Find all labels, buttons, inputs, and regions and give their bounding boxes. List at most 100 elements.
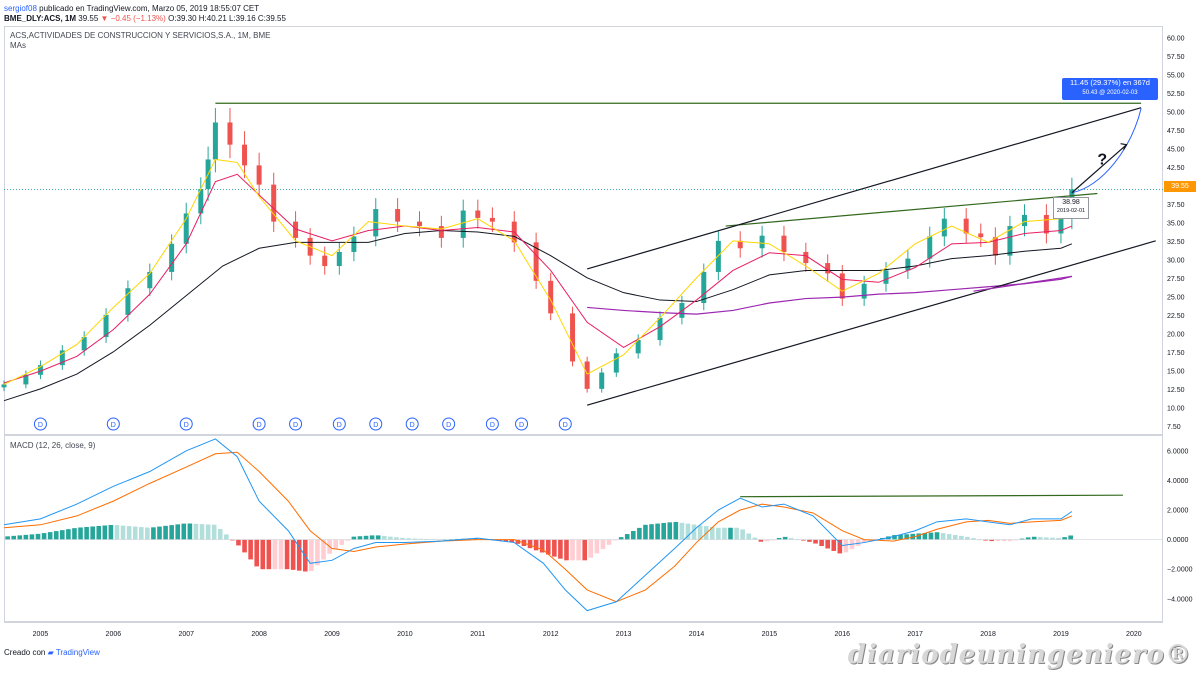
author-link[interactable]: sergiof08 [4,4,37,13]
macd-histogram-bar [138,527,144,540]
macd-histogram-bar [23,534,29,540]
macd-histogram-bar [716,527,721,540]
macd-histogram-bar [922,533,928,540]
dividend-label: D [446,422,451,429]
macd-histogram-bar [363,535,369,540]
dividend-marker: D [106,417,120,431]
macd-histogram-bar [278,539,284,570]
projection-path [1071,108,1142,194]
trendline [586,107,1142,270]
symbol-line: BME_DLY:ACS, 1M 39.55 ▼ −0.45 (−1.13%) O… [4,14,286,23]
macd-histogram-bar [5,536,10,540]
indicator-label[interactable]: MAs [10,41,26,50]
macd-histogram-bar [145,527,150,540]
macd-histogram-bar [600,539,606,550]
macd-histogram-bar [643,524,648,540]
projection-target: 50.43 @ 2020-02-03 [1082,90,1138,96]
macd-histogram-bar [242,539,247,553]
candle-body [584,361,590,389]
macd-histogram-bar [11,535,17,540]
macd-histogram-bar [588,539,594,558]
macd-axis-label: 0.0000 [1167,537,1189,544]
macd-histogram-bar [333,539,338,549]
price-panel[interactable]: ACS,ACTIVIDADES DE CONSTRUCCION Y SERVIC… [4,26,1163,435]
macd-histogram-bar [758,539,764,542]
macd-histogram-bar [764,539,770,542]
macd-histogram-bar [72,528,77,540]
macd-histogram-bar [205,524,211,540]
candle-body [227,122,233,145]
candle-body [759,235,765,249]
candle-body [37,365,43,375]
macd-histogram-bar [217,529,223,540]
candle-body [781,235,787,252]
macd-histogram-bar [394,537,399,540]
dividend-label: D [337,422,342,429]
candle-body [395,209,401,222]
macd-histogram-bar [90,526,95,540]
candle-body [548,280,554,314]
dividend-marker: D [369,417,383,431]
price-axis-label: 22.50 [1167,313,1185,320]
dividend-marker: D [332,417,346,431]
dividend-label: D [410,422,415,429]
macd-histogram-bar [1025,537,1031,540]
dividend-circle [33,417,47,431]
candle-body [839,273,845,299]
price-axis-label: 50.00 [1167,110,1185,117]
candle-body [271,184,277,222]
price-axis-label: 35.00 [1167,221,1185,228]
macd-histogram-bar [357,536,363,540]
time-axis-label: 2015 [762,631,778,638]
dividend-marker: D [179,417,193,431]
macd-histogram-bar [728,527,733,540]
candle-body [183,213,189,244]
macd-histogram-bar [631,530,636,540]
macd-axis-label: 6.0000 [1167,448,1189,455]
candle-body [242,144,248,166]
macd-histogram-bar [819,539,824,547]
macd-histogram-bar [375,535,381,540]
macd-histogram-bar [637,527,642,540]
macd-histogram-bar [825,539,830,549]
time-axis[interactable] [4,622,1163,641]
macd-histogram-bar [934,532,940,540]
macd-histogram-bar [260,539,266,570]
dividend-marker: D [33,417,47,431]
macd-axis-label: −4.0000 [1167,596,1193,603]
macd-line [3,438,1073,612]
dividend-marker: D [515,417,529,431]
macd-histogram-bar [315,539,320,566]
price-axis-label: 55.00 [1167,73,1185,80]
macd-histogram-bar [965,536,970,540]
macd-histogram-bar [47,532,53,540]
down-arrow-icon: ▼ [100,14,109,23]
footer-credit: Creado con ▰ TradingView [4,648,100,657]
macd-histogram-bar [570,539,575,561]
candle-body [599,372,605,389]
last-price: 39.55 [78,14,99,23]
macd-histogram-bar [163,525,168,540]
tradingview-link[interactable]: TradingView [55,648,100,657]
projection-callout: 11.45 (29.37%) en 367d 50.43 @ 2020-02-0… [1062,78,1158,100]
candle-body [963,218,969,234]
macd-histogram-bar [321,539,326,560]
macd-histogram-bar [952,534,958,540]
macd-histogram-bar [673,522,679,540]
candle-body [1022,214,1028,227]
macd-histogram-bar [995,539,1001,542]
macd-axis-label: 4.0000 [1167,478,1189,485]
macd-panel[interactable]: MACD (12, 26, close, 9) [4,435,1163,622]
macd-trendline [740,494,1123,498]
candle-body [256,165,262,185]
macd-histogram-bar [369,535,375,540]
time-axis-label: 2020 [1126,631,1142,638]
macd-histogram-bar [509,539,515,543]
macd-histogram-bar [533,539,539,551]
dividend-label: D [519,422,524,429]
price-change: −0.45 (−1.13%) [110,14,166,23]
price-axis-label: 57.50 [1167,54,1185,61]
price-axis-label: 17.50 [1167,350,1185,357]
ma-slow-line [3,229,1073,402]
candle-body [1043,214,1049,234]
